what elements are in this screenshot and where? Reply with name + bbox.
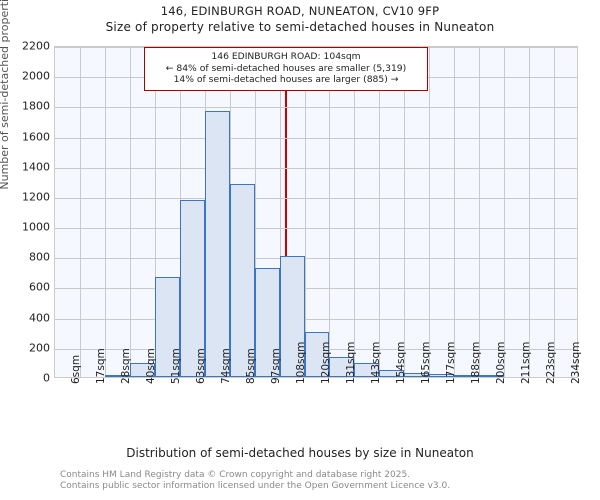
x-gridline — [329, 47, 331, 377]
histogram-bar — [204, 110, 230, 377]
y-axis: Number of semi-detached properties 02004… — [0, 0, 50, 500]
x-tick-label: 165sqm — [419, 341, 432, 384]
y-gridline — [55, 197, 577, 199]
x-gridline — [304, 47, 306, 377]
y-tick-label: 0 — [43, 371, 50, 385]
histogram-bar — [454, 374, 480, 377]
x-tick-label: 143sqm — [369, 341, 382, 384]
x-tick-label: 17sqm — [95, 348, 108, 384]
x-gridline — [504, 47, 506, 377]
y-gridline — [55, 107, 577, 109]
histogram-bar — [179, 200, 205, 377]
histogram-bar — [279, 256, 305, 377]
y-gridline — [55, 228, 577, 230]
x-gridline — [279, 47, 281, 377]
histogram-bar — [154, 277, 180, 377]
x-gridline — [454, 47, 456, 377]
page-title: 146, EDINBURGH ROAD, NUNEATON, CV10 9FP — [160, 4, 440, 18]
x-gridline — [354, 47, 356, 377]
annotation-line-1: 146 EDINBURGH ROAD: 104sqm — [211, 51, 361, 62]
histogram-bar — [329, 356, 355, 377]
x-gridline — [404, 47, 406, 377]
y-gridline — [55, 288, 577, 290]
y-tick-label: 1200 — [22, 190, 50, 204]
x-tick-label: 177sqm — [444, 341, 457, 384]
histogram-bar — [354, 363, 380, 377]
footer-line-1: Contains HM Land Registry data © Crown c… — [60, 470, 411, 480]
x-gridline — [79, 47, 81, 377]
x-axis-title: Distribution of semi-detached houses by … — [126, 446, 474, 460]
x-tick-label: 28sqm — [120, 348, 133, 384]
property-marker-line — [284, 47, 287, 377]
histogram-bar — [254, 268, 280, 377]
x-gridline — [429, 47, 431, 377]
histogram-bar — [404, 372, 430, 377]
x-tick-label: 6sqm — [70, 354, 83, 384]
y-gridline — [55, 167, 577, 169]
x-tick-label: 85sqm — [245, 348, 258, 384]
x-gridline — [129, 47, 131, 377]
histogram-bar — [229, 183, 255, 377]
x-tick-label: 120sqm — [320, 341, 332, 384]
histogram-bar — [429, 374, 455, 377]
x-gridline — [479, 47, 481, 377]
y-tick-label: 1000 — [22, 220, 50, 234]
x-tick-label: 154sqm — [394, 341, 407, 384]
y-gridline — [55, 258, 577, 260]
x-tick-label: 63sqm — [195, 348, 208, 384]
y-tick-label: 1600 — [22, 130, 50, 144]
histogram-bar — [304, 331, 330, 377]
x-gridline — [154, 47, 156, 377]
histogram-bar — [479, 375, 505, 377]
x-tick-label: 211sqm — [519, 341, 532, 384]
x-tick-label: 40sqm — [145, 348, 158, 384]
x-tick-label: 223sqm — [544, 341, 557, 384]
y-tick-label: 400 — [29, 311, 50, 325]
footer-line-2: Contains public sector information licen… — [60, 481, 451, 491]
y-tick-label: 2200 — [22, 39, 50, 53]
page-subtitle: Size of property relative to semi-detach… — [105, 20, 495, 34]
histogram-bar — [104, 375, 130, 377]
annotation-line-3: 14% of semi-detached houses are larger (… — [173, 74, 399, 86]
x-gridline — [104, 47, 106, 377]
x-tick-label: 108sqm — [295, 341, 308, 384]
y-tick-label: 800 — [29, 250, 50, 264]
plot-area — [54, 46, 578, 378]
histogram-bar — [129, 362, 155, 377]
y-tick-label: 200 — [29, 341, 50, 355]
y-gridline — [55, 318, 577, 320]
x-tick-label: 74sqm — [220, 348, 233, 384]
property-annotation-box: 146 EDINBURGH ROAD: 104sqm ← 84% of semi… — [144, 47, 428, 91]
y-gridline — [55, 137, 577, 139]
x-tick-label: 97sqm — [270, 348, 283, 384]
y-tick-label: 600 — [29, 280, 50, 294]
histogram-bar — [379, 370, 405, 377]
x-gridline — [529, 47, 531, 377]
footer-attribution: Contains HM Land Registry data © Crown c… — [60, 470, 560, 492]
x-tick-label: 131sqm — [344, 341, 357, 384]
x-gridline — [254, 47, 256, 377]
x-gridline — [554, 47, 556, 377]
x-tick-label: 188sqm — [469, 341, 482, 384]
x-tick-label: 51sqm — [170, 348, 183, 384]
y-tick-label: 1800 — [22, 99, 50, 113]
y-tick-label: 2000 — [22, 69, 50, 83]
y-tick-label: 1400 — [22, 160, 50, 174]
annotation-line-2: ← 84% of semi-detached houses are smalle… — [165, 62, 407, 74]
x-tick-label: 234sqm — [569, 341, 582, 384]
x-tick-label: 200sqm — [494, 341, 507, 384]
x-gridline — [379, 47, 381, 377]
